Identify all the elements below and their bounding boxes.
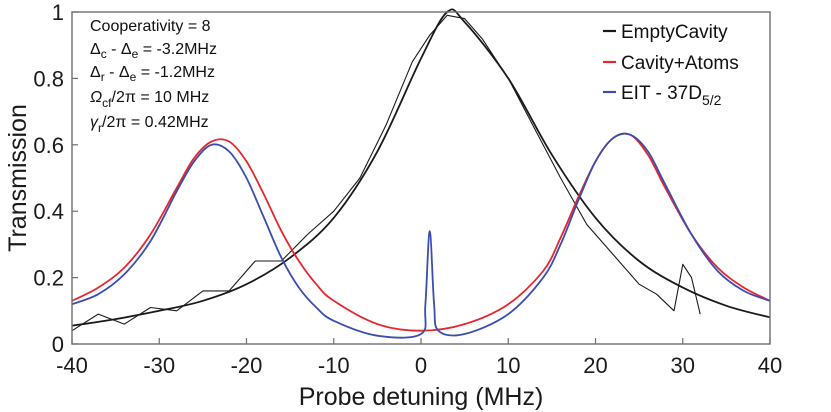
series-line-cavity-atoms (71, 132, 771, 332)
series-line-empty-cavity-data- (71, 14, 701, 332)
annotation-cooperativity: Cooperativity = 8 (90, 18, 211, 35)
x-tick-label: 40 (758, 353, 782, 378)
legend-eit-main: EIT - 37D (621, 83, 702, 104)
legend: EmptyCavity Cavity+Atoms EIT - 37D5/2 (603, 22, 739, 108)
subscript-cf: cf (102, 96, 112, 110)
curves-layer (71, 8, 771, 339)
minus-delta: - Δ (105, 64, 130, 81)
value-gamma-r: /2π = 0.42MHz (102, 114, 209, 131)
delta-symbol: Δ (90, 41, 101, 58)
legend-label-eit: EIT - 37D5/2 (621, 83, 722, 108)
x-tick-label: -20 (231, 353, 263, 378)
subscript-r: r (98, 121, 102, 135)
x-tick-label: 10 (496, 353, 520, 378)
x-axis-label: Probe detuning (MHz) (299, 383, 544, 411)
x-tick-label: -30 (143, 353, 175, 378)
x-tick-label: 20 (583, 353, 607, 378)
parameter-annotations: Cooperativity = 8 Δc - Δe = -3.2MHz Δr -… (90, 18, 217, 135)
x-tick-label: -40 (56, 353, 88, 378)
y-tick-label: 0.8 (33, 66, 64, 91)
gamma-symbol: γ (90, 114, 99, 131)
annotation-delta-ce: Δc - Δe = -3.2MHz (90, 41, 217, 61)
y-axis-label: Transmission (4, 104, 32, 252)
annotation-omega-cf: Ωcf/2π = 10 MHz (90, 89, 209, 110)
y-ticks: 0 0.2 0.4 0.6 0.8 1 (33, 0, 78, 357)
y-tick-label: 0.4 (33, 199, 64, 224)
y-tick-label: 0.2 (33, 266, 64, 291)
value-delta-re: = -1.2MHz (136, 64, 215, 81)
legend-eit-subscript: 5/2 (702, 92, 722, 108)
subscript-c: c (101, 47, 107, 61)
omega-symbol: Ω (90, 89, 102, 106)
x-tick-label: 0 (415, 353, 427, 378)
subscript-r: r (101, 70, 105, 84)
x-ticks: -40 -30 -20 -10 0 10 20 30 40 (56, 338, 782, 378)
y-tick-label: 1 (52, 0, 64, 25)
delta-symbol: Δ (90, 64, 101, 81)
y-tick-label: 0 (52, 332, 64, 357)
value-delta-ce: = -3.2MHz (138, 41, 217, 58)
annotation-delta-re: Δr - Δe = -1.2MHz (90, 64, 215, 84)
subscript-e: e (130, 70, 137, 84)
x-tick-label: 30 (671, 353, 695, 378)
value-omega-cf: /2π = 10 MHz (112, 89, 210, 106)
legend-label-atoms: Cavity+Atoms (621, 53, 739, 74)
x-tick-label: -10 (318, 353, 350, 378)
minus-delta: - Δ (107, 41, 132, 58)
y-tick-label: 0.6 (33, 133, 64, 158)
annotation-gamma-r: γr/2π = 0.42MHz (90, 114, 209, 135)
legend-label-empty: EmptyCavity (621, 22, 728, 43)
subscript-e: e (132, 47, 139, 61)
series-line-eit-37d5-2 (71, 132, 771, 339)
